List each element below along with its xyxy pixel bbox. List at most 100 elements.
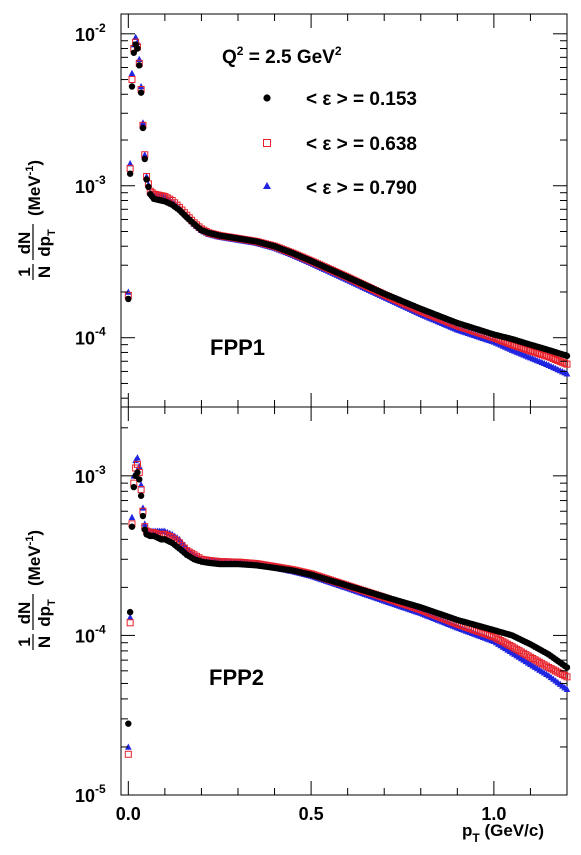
- data-point-eps-0790: [125, 743, 132, 750]
- data-point-eps-0153: [128, 83, 136, 90]
- data-point-eps-0638: [133, 460, 141, 468]
- data-point-eps-0638: [128, 76, 136, 84]
- legend-marker-0790: [263, 182, 271, 189]
- data-point-eps-0638: [499, 638, 507, 646]
- data-point-eps-0790: [139, 504, 147, 511]
- legend-label-0790: < ε > = 0.790: [306, 178, 417, 199]
- data-point-eps-0638: [563, 673, 571, 681]
- data-point-eps-0153: [139, 124, 147, 132]
- legend-label-0153: < ε > = 0.153: [306, 89, 417, 110]
- data-point-eps-0790: [134, 454, 141, 461]
- data-point-eps-0790: [135, 462, 143, 469]
- data-point-eps-0153: [563, 352, 571, 360]
- data-point-eps-0153: [134, 45, 141, 52]
- y-tick-label: 10-4: [75, 622, 106, 646]
- data-point-eps-0153: [137, 492, 145, 499]
- data-marks-fpp1: [124, 33, 571, 377]
- panel-label-fpp2: FPP2: [209, 665, 264, 690]
- data-point-eps-0638: [540, 351, 548, 359]
- y-tick-label: 10-2: [75, 21, 106, 45]
- panel-fpp2: 10-3 10-4 10-5 0.0 0.5 1.0 FPP2 1 N dN dpT (…: [15, 406, 571, 845]
- y-tick-label: 10-3: [75, 173, 106, 197]
- svg-text:1: 1: [15, 267, 34, 276]
- data-point-eps-0153: [137, 89, 145, 96]
- data-point-eps-0638: [504, 640, 512, 648]
- data-marks-fpp2: [124, 454, 571, 758]
- x-tick-label: 1.0: [481, 804, 506, 824]
- data-point-eps-0638: [501, 639, 509, 647]
- panel-label-fpp1: FPP1: [210, 335, 265, 360]
- data-point-eps-0638: [542, 662, 550, 670]
- data-point-eps-0638: [554, 356, 562, 364]
- x-tick-label: 0.0: [116, 804, 141, 824]
- data-point-eps-0638: [547, 665, 555, 673]
- svg-text:(MeV-1): (MeV-1): [24, 530, 44, 586]
- data-point-eps-0153: [134, 469, 141, 476]
- data-point-eps-0638: [494, 635, 502, 643]
- legend: < ε > = 0.153 < ε > = 0.638 < ε > = 0.79…: [263, 89, 417, 199]
- y-tick-label: 10-3: [75, 463, 106, 487]
- data-point-eps-0153: [136, 62, 143, 69]
- data-point-eps-0638: [492, 634, 500, 642]
- data-point-eps-0638: [533, 349, 541, 357]
- data-point-eps-0638: [547, 354, 555, 362]
- svg-text:N: N: [35, 266, 54, 278]
- data-point-eps-0638: [529, 348, 537, 356]
- data-point-eps-0790: [125, 288, 132, 295]
- svg-text:1: 1: [15, 637, 34, 646]
- data-point-eps-0638: [558, 670, 566, 678]
- svg-text:dN: dN: [15, 232, 34, 255]
- data-point-eps-0638: [126, 619, 134, 627]
- data-point-eps-0790: [128, 513, 136, 521]
- svg-text:(MeV-1): (MeV-1): [24, 160, 44, 216]
- data-point-eps-0638: [558, 358, 566, 366]
- data-point-eps-0638: [545, 353, 553, 361]
- data-point-eps-0153: [136, 476, 143, 483]
- data-point-eps-0638: [542, 352, 550, 360]
- x-ticks-fpp1: [127, 14, 568, 407]
- data-point-eps-0153: [141, 155, 148, 163]
- data-point-eps-0153: [128, 523, 136, 530]
- data-point-eps-0638: [531, 348, 539, 356]
- data-point-eps-0638: [538, 350, 546, 358]
- data-point-eps-0638: [552, 667, 560, 675]
- data-point-eps-0638: [486, 631, 494, 639]
- panel-fpp1: 10-2 10-3 10-4 Q2 = 2.5 GeV2 < ε > = 0.153…: [15, 13, 571, 408]
- data-point-eps-0790: [128, 69, 136, 77]
- data-point-eps-0153: [145, 183, 152, 191]
- data-point-eps-0638: [549, 355, 557, 363]
- data-point-eps-0790: [135, 55, 143, 63]
- data-point-eps-0790: [563, 370, 571, 377]
- x-tick-label: 0.5: [299, 804, 324, 824]
- data-point-eps-0638: [536, 350, 544, 358]
- data-point-eps-0638: [488, 632, 496, 640]
- data-point-eps-0790: [126, 613, 134, 621]
- data-point-eps-0638: [490, 633, 498, 641]
- y-tick-label: 10-5: [75, 782, 106, 806]
- legend-marker-0153: [263, 94, 271, 102]
- plot-frame-bottom: [120, 406, 568, 796]
- data-point-eps-0153: [130, 49, 137, 56]
- data-point-eps-0153: [126, 170, 134, 177]
- data-point-eps-0638: [497, 637, 505, 645]
- data-point-eps-0153: [139, 512, 147, 520]
- data-point-eps-0638: [561, 672, 569, 680]
- data-point-eps-0638: [552, 355, 560, 363]
- data-point-eps-0638: [554, 668, 562, 676]
- y-axis-label-fpp1: 1 N dN dpT (MeV-1): [15, 160, 58, 280]
- legend-label-0638: < ε > = 0.638: [306, 134, 417, 155]
- svg-text:dN: dN: [15, 602, 34, 625]
- x-ticks-fpp2: 0.0 0.5 1.0: [116, 407, 568, 824]
- data-point-eps-0638: [545, 663, 553, 671]
- data-point-eps-0153: [130, 483, 137, 491]
- y-ticks-fpp1: 10-2 10-3 10-4: [75, 21, 567, 399]
- data-point-eps-0638: [124, 750, 132, 758]
- svg-text:dpT: dpT: [35, 229, 58, 257]
- data-point-eps-0790: [563, 685, 571, 693]
- data-point-eps-0790: [126, 160, 134, 167]
- q2-annotation: Q2 = 2.5 GeV2: [222, 44, 342, 68]
- data-point-eps-0638: [549, 666, 557, 674]
- data-point-eps-0790: [137, 481, 145, 488]
- data-point-eps-0153: [563, 664, 571, 671]
